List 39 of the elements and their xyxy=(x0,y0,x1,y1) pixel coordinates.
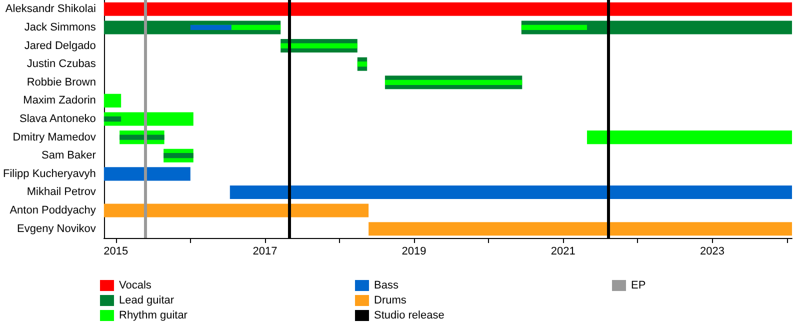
legend-label: Bass xyxy=(374,280,399,292)
bar xyxy=(120,134,164,140)
bar xyxy=(104,167,190,181)
x-tick-label: 2021 xyxy=(550,246,576,258)
y-tick-label: Sam Baker xyxy=(42,150,96,162)
legend-label: Vocals xyxy=(119,280,152,292)
y-tick-label: Aleksandr Shikolai xyxy=(5,3,96,16)
y-tick-label: Robbie Brown xyxy=(26,76,96,88)
bar xyxy=(280,43,358,48)
x-tick-label: 2019 xyxy=(402,246,426,258)
bar xyxy=(230,185,792,200)
x-tick-label: 2017 xyxy=(252,246,278,258)
y-tick-label: Jared Delgado xyxy=(24,40,96,52)
y-tick-label: Jack Simmons xyxy=(24,21,96,34)
bar xyxy=(368,222,792,236)
bar xyxy=(104,116,122,122)
y-tick-label: Filipp Kucheryavyh xyxy=(2,168,96,180)
y-tick-label: Mikhail Petrov xyxy=(26,186,96,198)
x-tick-label: 2015 xyxy=(104,246,128,258)
bar xyxy=(164,153,194,158)
y-tick-label: Anton Poddyachy xyxy=(10,204,96,217)
legend-label: Lead guitar xyxy=(119,294,174,306)
legend-label: Drums xyxy=(374,294,407,306)
bar xyxy=(104,94,122,108)
bar xyxy=(521,24,587,30)
y-tick-label: Slava Antoneko xyxy=(19,113,96,125)
legend-label: EP xyxy=(631,280,646,292)
bar xyxy=(104,204,369,218)
y-tick-label: Dmitry Mamedov xyxy=(12,131,96,144)
bar xyxy=(104,2,792,16)
y-tick-label: Maxim Zadorin xyxy=(23,94,96,107)
legend-label: Studio release xyxy=(374,310,444,322)
x-tick-label: 2023 xyxy=(700,246,724,258)
bar xyxy=(104,112,194,126)
legend-label: Rhythm guitar xyxy=(119,310,188,322)
bar xyxy=(384,80,522,85)
y-tick-label: Justin Czubas xyxy=(26,58,96,70)
bar xyxy=(357,62,368,67)
y-tick-label: Evgeny Novikov xyxy=(17,222,96,235)
